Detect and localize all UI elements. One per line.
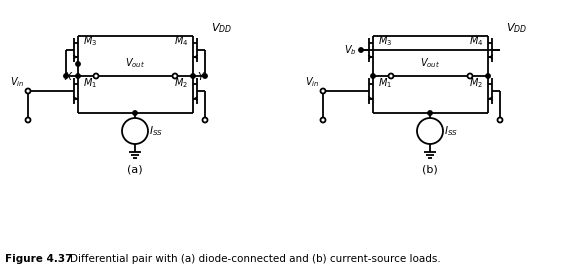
- Text: $V_b$: $V_b$: [344, 43, 357, 57]
- Circle shape: [122, 118, 148, 144]
- Text: $Y$: $Y$: [197, 70, 206, 82]
- Circle shape: [26, 117, 31, 122]
- Circle shape: [359, 48, 363, 52]
- Text: (b): (b): [422, 165, 438, 175]
- Text: Differential pair with (a) diode-connected and (b) current-source loads.: Differential pair with (a) diode-connect…: [57, 254, 441, 264]
- Circle shape: [172, 73, 177, 79]
- Circle shape: [468, 73, 472, 79]
- Text: $M_3$: $M_3$: [378, 34, 392, 48]
- Text: $M_4$: $M_4$: [174, 34, 188, 48]
- Circle shape: [191, 74, 195, 78]
- Circle shape: [202, 117, 208, 122]
- Text: $M_2$: $M_2$: [469, 76, 483, 90]
- Circle shape: [133, 111, 137, 115]
- Circle shape: [320, 88, 325, 94]
- Text: Figure 4.37: Figure 4.37: [5, 254, 73, 264]
- Text: (a): (a): [127, 165, 143, 175]
- Text: $V_{DD}$: $V_{DD}$: [211, 21, 232, 35]
- Text: $M_2$: $M_2$: [174, 76, 188, 90]
- Circle shape: [417, 118, 443, 144]
- Text: $V_{in}$: $V_{in}$: [10, 75, 24, 89]
- Text: $I_{SS}$: $I_{SS}$: [149, 124, 163, 138]
- Text: $M_3$: $M_3$: [83, 34, 97, 48]
- Circle shape: [64, 74, 68, 78]
- Circle shape: [371, 74, 375, 78]
- Circle shape: [497, 117, 502, 122]
- Circle shape: [428, 111, 432, 115]
- Text: $X$: $X$: [64, 70, 74, 82]
- Circle shape: [76, 62, 80, 66]
- Text: $V_{in}$: $V_{in}$: [304, 75, 319, 89]
- Text: $V_{out}$: $V_{out}$: [421, 56, 441, 70]
- Circle shape: [94, 73, 99, 79]
- Circle shape: [203, 74, 207, 78]
- Text: $V_{out}$: $V_{out}$: [125, 56, 146, 70]
- Circle shape: [320, 117, 325, 122]
- Circle shape: [388, 73, 393, 79]
- Text: $M_1$: $M_1$: [378, 76, 392, 90]
- Text: $V_{DD}$: $V_{DD}$: [506, 21, 527, 35]
- Circle shape: [26, 88, 31, 94]
- Circle shape: [76, 74, 80, 78]
- Text: $I_{SS}$: $I_{SS}$: [444, 124, 458, 138]
- Text: $M_4$: $M_4$: [468, 34, 483, 48]
- Text: $M_1$: $M_1$: [83, 76, 97, 90]
- Circle shape: [486, 74, 490, 78]
